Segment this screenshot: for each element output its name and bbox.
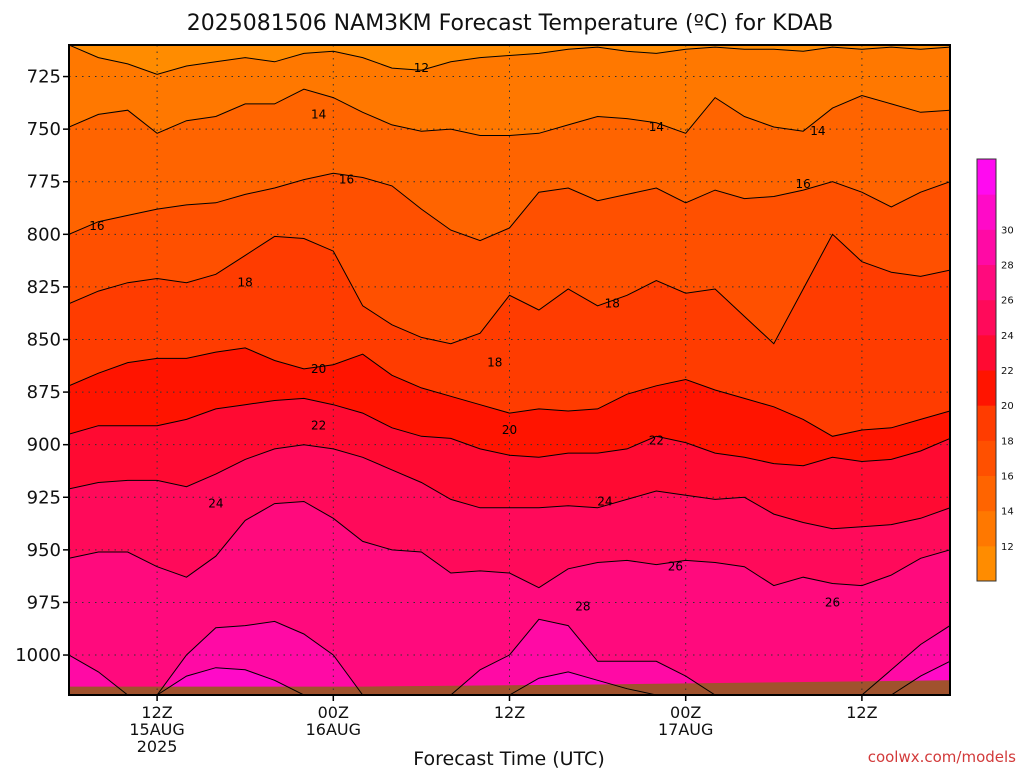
y-tick-label: 800	[27, 224, 61, 245]
x-tick-label: 2025	[137, 737, 178, 756]
colorbar-tick-label: 30	[1001, 225, 1014, 236]
x-tick-label: 16AUG	[306, 720, 361, 739]
contour-label: 26	[668, 560, 683, 574]
colorbar-tick-label: 24	[1001, 331, 1014, 342]
contour-label: 18	[238, 276, 253, 290]
isotherm-16	[69, 172, 950, 242]
isotherm-30	[69, 660, 950, 695]
isotherm-28	[69, 618, 950, 695]
contour-label: 12	[414, 61, 429, 75]
ground-surface	[69, 680, 950, 695]
colorbar-swatch	[977, 229, 996, 265]
colorbar-tick-label: 22	[1001, 366, 1014, 377]
x-axis-label: Forecast Time (UTC)	[413, 748, 604, 768]
y-tick-label: 950	[27, 540, 61, 561]
y-tick-label: 750	[27, 119, 61, 140]
colorbar-swatch	[977, 194, 996, 230]
colorbar-swatch	[977, 299, 996, 336]
contour-label: 16	[89, 219, 104, 233]
chart-title: 2025081506 NAM3KM Forecast Temperature (…	[187, 11, 834, 36]
colorbar-swatch	[977, 264, 996, 301]
y-tick-label: 975	[27, 592, 61, 613]
isotherm-22	[69, 397, 950, 467]
colorbar-tick-label: 28	[1001, 261, 1014, 272]
plot-area: 12 14 14 14 16 16 16 18 18 18 20 20 22 22 24 24 26 26 28	[69, 45, 950, 695]
isotherm-20	[69, 347, 950, 437]
colorbar-frame	[976, 158, 997, 582]
isotherm-26	[69, 500, 950, 589]
contour-label: 26	[825, 595, 840, 609]
x-tick-label: 00Z	[318, 703, 349, 722]
contour-label: 16	[796, 177, 811, 191]
contour-label: 20	[311, 362, 326, 376]
isotherm-18	[69, 233, 950, 345]
y-tick-label: 900	[27, 435, 61, 456]
contour-label: 16	[339, 173, 354, 187]
y-tick-label: 775	[27, 172, 61, 193]
contour-label: 22	[311, 419, 326, 433]
contour-label: 20	[502, 423, 517, 437]
x-tick-label: 00Z	[670, 703, 701, 722]
colorbar-swatch	[977, 545, 996, 582]
y-tick-label: 875	[27, 382, 61, 403]
y-tick-label: 725	[27, 67, 61, 88]
contour-label: 14	[311, 107, 326, 121]
contour-label: 18	[487, 356, 502, 370]
colorbar-tick-label: 16	[1001, 472, 1014, 483]
contour-label: 22	[649, 433, 664, 447]
colorbar-swatch	[977, 159, 996, 195]
colorbar-tick-label: 20	[1001, 401, 1014, 412]
isotherm-12	[69, 45, 950, 75]
contour-label: 24	[597, 494, 612, 508]
y-tick-label: 825	[27, 277, 61, 298]
x-tick-label: 17AUG	[658, 720, 713, 739]
contour-label: 14	[649, 120, 664, 134]
colorbar-swatch	[977, 475, 996, 512]
x-tick-label: 12Z	[846, 703, 877, 722]
contour-label: 24	[208, 497, 223, 511]
colorbar-swatch	[977, 334, 996, 371]
y-tick-label: 850	[27, 329, 61, 350]
colorbar-swatch	[977, 370, 996, 406]
x-tick-label: 15AUG	[129, 720, 184, 739]
y-tick-label: 925	[27, 487, 61, 508]
y-tick-label: 1000	[15, 645, 61, 666]
colorbar-swatch	[977, 440, 996, 476]
colorbar-tick-label: 18	[1001, 436, 1014, 447]
credit-text: coolwx.com/models	[868, 748, 1016, 766]
isotherm-14	[69, 88, 950, 136]
temperature-band-30	[69, 661, 950, 695]
colorbar-tick-label: 26	[1001, 296, 1014, 307]
contour-label: 28	[575, 600, 590, 614]
colorbar-tick-label: 12	[1001, 542, 1014, 553]
colorbar-swatch	[977, 405, 996, 441]
isotherm-24	[69, 444, 950, 530]
contour-label: 14	[810, 124, 825, 138]
colorbar-swatch	[977, 510, 996, 547]
x-tick-label: 12Z	[494, 703, 525, 722]
contour-label: 18	[605, 297, 620, 311]
colorbar-tick-label: 14	[1001, 507, 1014, 518]
x-tick-label: 12Z	[141, 703, 172, 722]
